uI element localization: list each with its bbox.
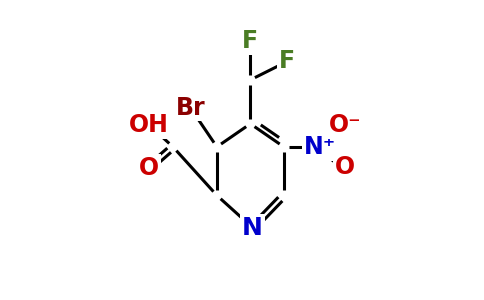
Text: O: O (335, 154, 355, 178)
Text: F: F (279, 50, 295, 74)
Text: OH: OH (129, 113, 169, 137)
Text: N⁺: N⁺ (303, 135, 336, 159)
Text: O⁻: O⁻ (329, 113, 362, 137)
Text: O: O (139, 156, 159, 180)
Text: F: F (242, 28, 258, 52)
Text: Br: Br (176, 96, 205, 120)
Text: N: N (242, 216, 263, 240)
